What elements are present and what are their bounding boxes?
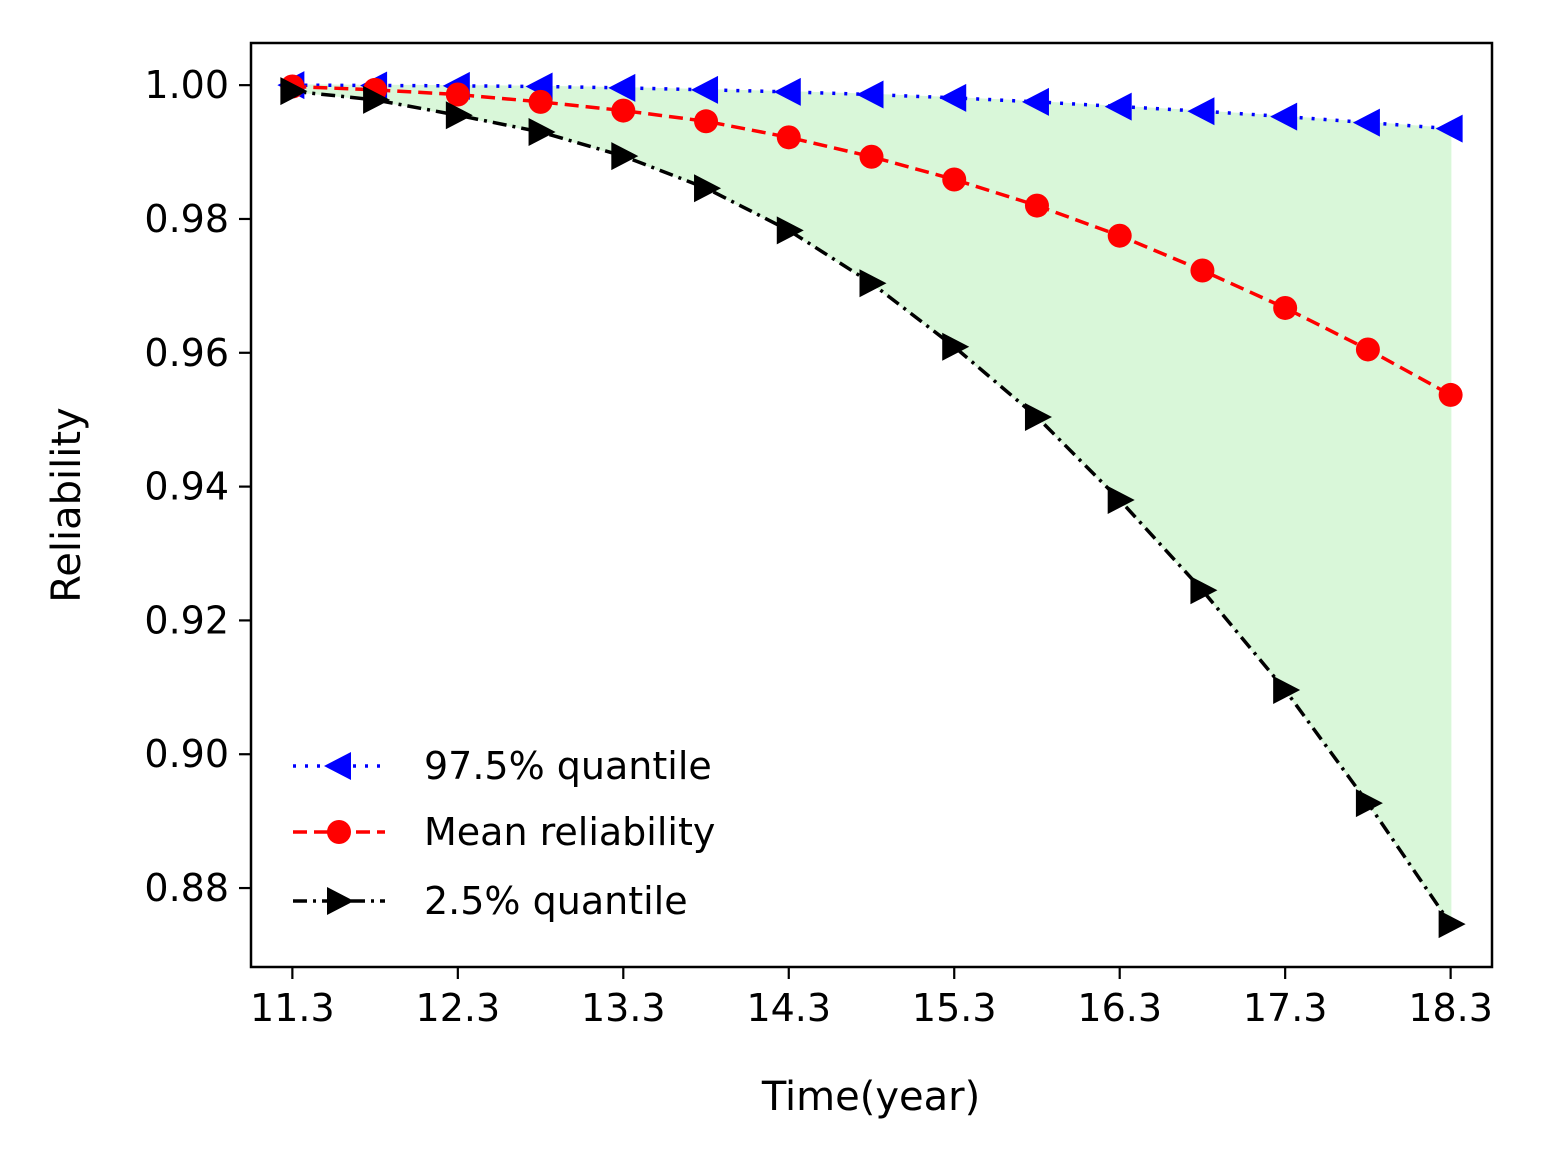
- series-1-point-6: [776, 125, 801, 150]
- series-2-point-8: [942, 332, 970, 361]
- y-tick-label-4: 0.96: [144, 331, 229, 375]
- series-2-point-6: [776, 216, 804, 245]
- series-2-point-13: [1355, 789, 1383, 818]
- plot-frame: [249, 41, 1494, 969]
- series-2-point-2: [445, 101, 473, 130]
- x-tick-label-1: 12.3: [416, 986, 501, 1030]
- series-1-point-9: [1024, 193, 1049, 218]
- series-1-line: [292, 84, 1452, 397]
- y-tick-label-5: 0.98: [144, 197, 229, 241]
- series-0-point-6: [773, 77, 801, 106]
- x-axis: 11.3 12.3 13.3 14.3 15.3 16.3 17.3 18.3: [250, 967, 1493, 1030]
- series-0-point-9: [1021, 87, 1049, 116]
- series-0-point-7: [856, 80, 884, 109]
- y-tick-label-0: 0.88: [144, 866, 229, 910]
- series-1-point-7: [859, 144, 884, 169]
- series-2-point-0: [280, 77, 308, 106]
- series-1-point-5: [694, 109, 719, 134]
- legend-2-marker: [327, 887, 354, 915]
- y-axis: 0.88 0.90 0.92 0.94 0.96 0.98 1.00: [144, 63, 251, 910]
- series-1-point-13: [1355, 337, 1380, 362]
- legend-0-marker: [324, 752, 351, 780]
- x-tick-label-3: 14.3: [746, 986, 831, 1030]
- series-1-point-3: [528, 89, 553, 114]
- x-tick-label-5: 16.3: [1077, 986, 1162, 1030]
- x-tick-label-0: 11.3: [250, 986, 335, 1030]
- legend-1-marker: [327, 820, 351, 844]
- series-2-point-5: [694, 174, 722, 203]
- series-2-point-1: [363, 85, 391, 114]
- legend-1-label: Mean reliability: [424, 810, 715, 854]
- series-2-point-10: [1107, 485, 1135, 514]
- legend-2-label: 2.5% quantile: [424, 879, 688, 923]
- series-0-point-14: [1435, 114, 1463, 143]
- x-tick-label-4: 15.3: [912, 986, 997, 1030]
- y-tick-label-3: 0.94: [144, 465, 229, 509]
- series-0-point-4: [608, 73, 636, 102]
- series-2-point-4: [611, 142, 639, 171]
- series-2-point-3: [528, 117, 556, 146]
- y-tick-label-6: 1.00: [144, 63, 229, 107]
- x-axis-title: Time(year): [761, 1074, 980, 1120]
- series-1-point-12: [1273, 295, 1298, 320]
- x-tick-label-7: 18.3: [1408, 986, 1493, 1030]
- series-markers: [277, 71, 1466, 939]
- legend-0-label: 97.5% quantile: [424, 744, 712, 788]
- x-tick-label-6: 17.3: [1243, 986, 1328, 1030]
- series-2-point-12: [1273, 676, 1301, 705]
- series-2-point-9: [1024, 403, 1052, 432]
- series-0-point-5: [691, 75, 719, 104]
- series-1-point-2: [445, 82, 470, 107]
- series-1-point-8: [942, 167, 967, 192]
- y-tick-label-1: 0.90: [144, 732, 229, 776]
- x-tick-label-2: 13.3: [581, 986, 666, 1030]
- series-0-point-12: [1270, 102, 1298, 131]
- series-0-point-8: [939, 83, 967, 112]
- series-1-point-4: [611, 98, 636, 123]
- series-2-point-7: [859, 269, 887, 298]
- series-1-point-14: [1438, 382, 1463, 407]
- series-0-point-11: [1187, 97, 1215, 126]
- y-axis-title: Reliability: [44, 407, 90, 602]
- legend: 97.5% quantile Mean reliability 2.5% quant…: [293, 744, 715, 923]
- series-2-point-14: [1438, 910, 1466, 939]
- series-0-line: [292, 83, 1451, 131]
- series-2-point-11: [1190, 576, 1218, 605]
- series-0-point-10: [1104, 92, 1132, 121]
- series-1-point-11: [1190, 258, 1215, 283]
- series-0-point-13: [1352, 108, 1380, 137]
- series-1-point-10: [1107, 223, 1132, 248]
- y-tick-label-2: 0.92: [144, 598, 229, 642]
